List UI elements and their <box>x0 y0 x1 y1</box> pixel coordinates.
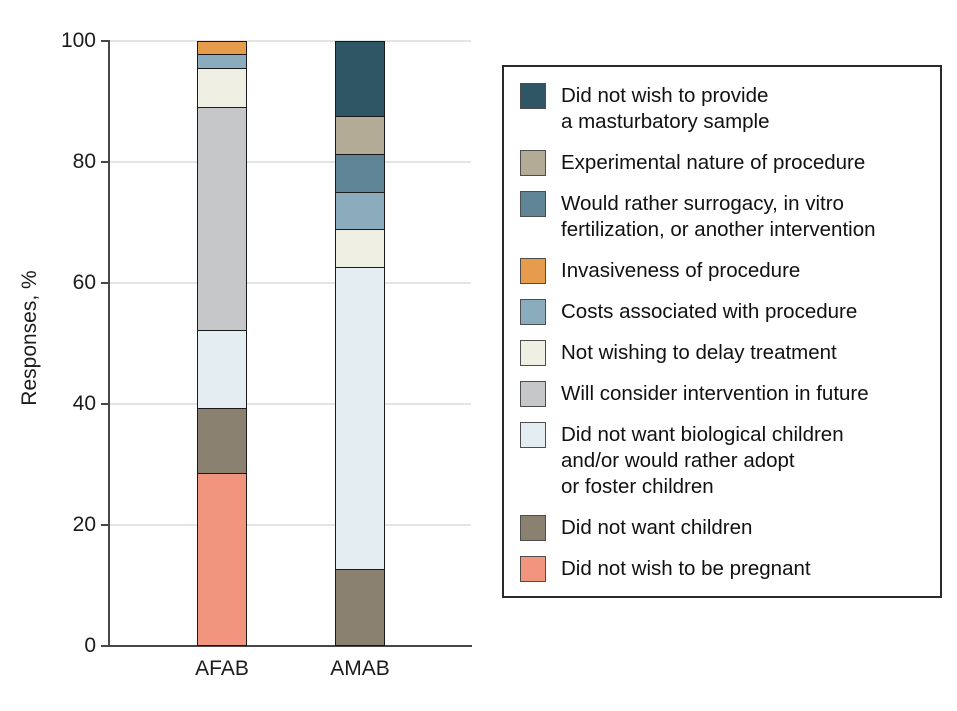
bar-segment <box>197 55 246 69</box>
bar-segment <box>197 408 246 475</box>
legend-item: Would rather surrogacy, in vitro fertili… <box>520 191 932 243</box>
legend-item: Did not want biological children and/or … <box>520 422 932 500</box>
legend-label: Did not wish to provide a masturbatory s… <box>561 84 770 133</box>
gridline-20 <box>109 524 471 526</box>
bar-segment <box>197 474 246 645</box>
legend-item: Will consider intervention in future <box>520 381 932 407</box>
bar-amab <box>334 41 385 646</box>
legend-item: Experimental nature of procedure <box>520 150 932 176</box>
bar-segment <box>335 569 384 645</box>
legend-item: Did not wish to be pregnant <box>520 556 932 582</box>
bar-segment <box>335 192 384 231</box>
y-tick-40 <box>101 403 109 405</box>
legend-swatch-icon <box>520 258 546 284</box>
y-tick-100 <box>101 40 109 42</box>
x-tick-label-afab: AFAB <box>195 657 249 680</box>
legend-item: Invasiveness of procedure <box>520 258 932 284</box>
legend-swatch-icon <box>520 556 546 582</box>
y-tick-label-0: 0 <box>84 634 96 657</box>
x-tick-label-amab: AMAB <box>330 657 390 680</box>
legend-swatch-icon <box>520 83 546 109</box>
legend-item: Not wishing to delay treatment <box>520 340 932 366</box>
legend-item: Did not want children <box>520 515 932 541</box>
gridline-100 <box>109 40 471 42</box>
legend-label: Costs associated with procedure <box>561 300 858 323</box>
gridline-80 <box>109 161 471 163</box>
legend-swatch-icon <box>520 150 546 176</box>
legend-label: Experimental nature of procedure <box>561 151 866 174</box>
legend-swatch-icon <box>520 299 546 325</box>
legend-swatch-icon <box>520 422 546 448</box>
legend-swatch-icon <box>520 191 546 217</box>
legend-swatch-icon <box>520 381 546 407</box>
y-tick-80 <box>101 161 109 163</box>
bar-segment <box>335 230 384 269</box>
bar-segment <box>197 42 246 56</box>
legend-label: Did not wish to be pregnant <box>561 557 811 580</box>
legend-swatch-icon <box>520 340 546 366</box>
y-axis-line <box>107 40 110 647</box>
y-tick-label-80: 80 <box>72 150 96 173</box>
x-axis-line <box>107 645 472 647</box>
y-tick-label-40: 40 <box>72 392 96 415</box>
legend: Did not wish to provide a masturbatory s… <box>502 65 942 598</box>
y-tick-label-20: 20 <box>72 513 96 536</box>
legend-label: Did not want biological children and/or … <box>561 423 844 498</box>
legend-label: Will consider intervention in future <box>561 382 869 405</box>
gridline-40 <box>109 403 471 405</box>
y-tick-0 <box>101 645 109 647</box>
y-tick-label-60: 60 <box>72 271 96 294</box>
y-tick-20 <box>101 524 109 526</box>
bar-segment <box>197 107 246 331</box>
bar-segment <box>197 68 246 108</box>
bar-segment <box>335 268 384 570</box>
legend-label: Would rather surrogacy, in vitro fertili… <box>561 192 876 241</box>
legend-label: Did not want children <box>561 516 753 539</box>
bar-segment <box>335 117 384 156</box>
bar-afab <box>196 41 247 646</box>
bar-segment <box>197 330 246 409</box>
y-tick-label-100: 100 <box>60 29 96 52</box>
y-tick-60 <box>101 282 109 284</box>
legend-label: Not wishing to delay treatment <box>561 341 837 364</box>
legend-item: Costs associated with procedure <box>520 299 932 325</box>
legend-item: Did not wish to provide a masturbatory s… <box>520 83 932 135</box>
legend-swatch-icon <box>520 515 546 541</box>
legend-label: Invasiveness of procedure <box>561 259 801 282</box>
gridline-60 <box>109 282 471 284</box>
bar-segment <box>335 155 384 193</box>
bar-segment <box>335 42 384 118</box>
